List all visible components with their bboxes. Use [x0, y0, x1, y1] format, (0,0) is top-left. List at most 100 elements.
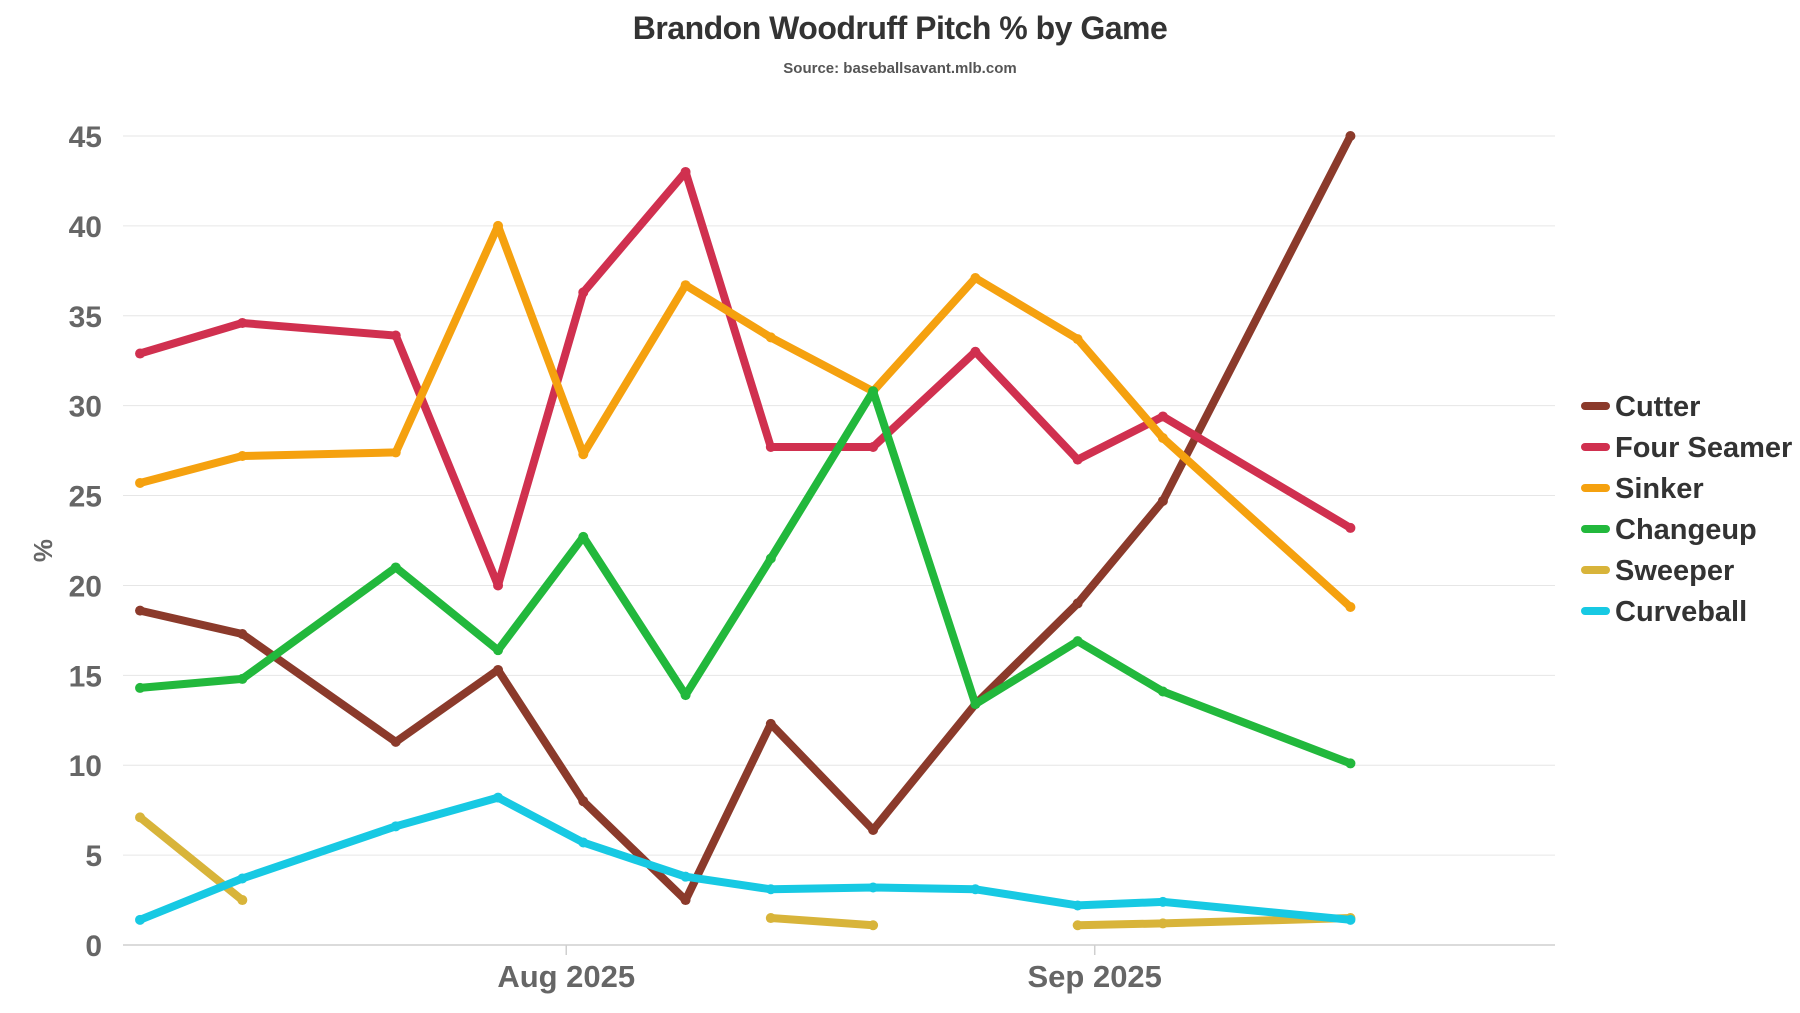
data-point: [237, 873, 248, 884]
data-point: [493, 664, 504, 675]
legend-item[interactable]: Four Seamer: [1581, 432, 1792, 464]
data-point: [1345, 758, 1356, 769]
legend-label: Cutter: [1615, 391, 1700, 423]
data-point: [868, 442, 879, 453]
series-cutter: [135, 131, 1356, 906]
data-point: [765, 442, 776, 453]
data-point: [868, 824, 879, 835]
data-point: [237, 451, 248, 462]
legend-item[interactable]: Sinker: [1581, 473, 1704, 505]
data-point: [868, 882, 879, 893]
x-tick-label: Sep 2025: [1027, 959, 1161, 994]
data-point: [1157, 433, 1168, 444]
legend-label: Changeup: [1615, 514, 1757, 546]
data-point: [680, 280, 691, 291]
y-tick-label: 35: [69, 301, 102, 334]
series-four-seamer: [135, 166, 1356, 591]
data-point: [237, 895, 248, 906]
series-line: [136, 387, 1355, 768]
data-point: [1072, 920, 1083, 931]
data-point: [1157, 918, 1168, 929]
legend-label: Curveball: [1615, 596, 1747, 628]
data-point: [1157, 495, 1168, 506]
series-line: [766, 914, 878, 930]
data-point: [578, 531, 589, 542]
data-point: [765, 884, 776, 895]
gridlines: [123, 135, 1555, 946]
y-axis-label: %: [28, 539, 58, 562]
data-point: [237, 317, 248, 328]
data-point: [868, 386, 879, 397]
legend-item[interactable]: Cutter: [1581, 391, 1700, 423]
data-point: [135, 477, 146, 488]
legend-label: Sinker: [1615, 473, 1704, 505]
data-point: [578, 796, 589, 807]
series-lines: [135, 131, 1356, 931]
data-point: [135, 348, 146, 359]
y-tick-label: 40: [69, 211, 102, 244]
data-point: [1072, 900, 1083, 911]
data-point: [970, 884, 981, 895]
data-point: [135, 914, 146, 925]
data-point: [765, 913, 776, 924]
data-point: [680, 895, 691, 906]
data-point: [970, 273, 981, 284]
data-point: [493, 220, 504, 231]
data-point: [1345, 914, 1356, 925]
y-tick-label: 45: [69, 121, 102, 154]
legend-item[interactable]: Changeup: [1581, 514, 1757, 546]
legend-item[interactable]: Sweeper: [1581, 555, 1734, 587]
data-point: [765, 718, 776, 729]
series-sinker: [135, 220, 1356, 613]
series-line: [136, 221, 1355, 611]
data-point: [680, 166, 691, 177]
data-point: [765, 553, 776, 564]
axes: 0 5 10 15 20 25 30 35 40 45 Aug 2025 Sep 2025%: [28, 121, 1162, 994]
y-tick-label: 10: [69, 750, 102, 783]
data-point: [493, 645, 504, 656]
series-line: [136, 132, 1355, 905]
y-tick-label: 30: [69, 391, 102, 424]
data-point: [868, 920, 879, 931]
data-point: [1157, 686, 1168, 697]
data-point: [1345, 522, 1356, 533]
data-point: [135, 812, 146, 823]
series-line: [136, 168, 1355, 590]
data-point: [390, 447, 401, 458]
data-point: [578, 449, 589, 460]
data-point: [765, 332, 776, 343]
data-point: [1072, 598, 1083, 609]
y-tick-label: 25: [69, 481, 102, 514]
chart-subtitle: Source: baseballsavant.mlb.com: [783, 60, 1017, 77]
data-point: [390, 821, 401, 832]
data-point: [578, 837, 589, 848]
legend: Cutter Four Seamer Sinker Changeup Sweeper Cu…: [1581, 391, 1792, 628]
y-tick-label: 15: [69, 660, 102, 693]
legend-label: Four Seamer: [1615, 432, 1792, 464]
data-point: [1157, 411, 1168, 422]
data-point: [970, 699, 981, 710]
data-point: [237, 628, 248, 639]
chart-title: Brandon Woodruff Pitch % by Game: [632, 10, 1168, 46]
data-point: [390, 736, 401, 747]
data-point: [1345, 131, 1356, 141]
data-point: [1157, 896, 1168, 907]
series-line: [136, 793, 1355, 924]
data-point: [237, 673, 248, 684]
data-point: [1072, 454, 1083, 465]
legend-item[interactable]: Curveball: [1581, 596, 1747, 628]
data-point: [390, 330, 401, 341]
data-point: [1072, 334, 1083, 345]
series-curveball: [135, 792, 1356, 925]
data-point: [1072, 636, 1083, 647]
legend-label: Sweeper: [1615, 555, 1734, 587]
data-point: [680, 690, 691, 701]
data-point: [390, 562, 401, 573]
data-point: [680, 871, 691, 882]
series-changeup: [135, 386, 1356, 769]
data-point: [493, 580, 504, 591]
x-tick-label: Aug 2025: [497, 959, 635, 994]
data-point: [1345, 602, 1356, 613]
data-point: [970, 346, 981, 357]
